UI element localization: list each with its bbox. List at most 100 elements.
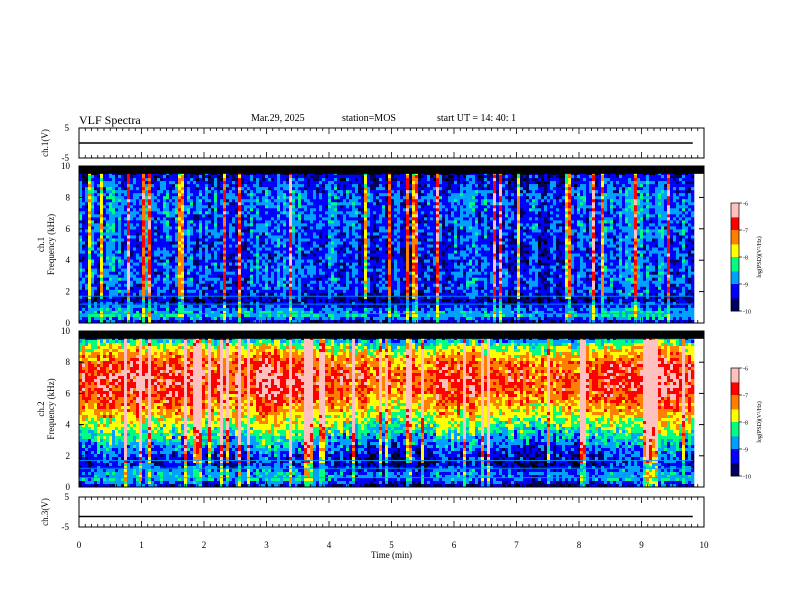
- ch1-spectrogram-cell: [151, 298, 155, 303]
- ch1-spectrogram-cell: [139, 301, 143, 306]
- ch1-spectrogram-cell: [343, 265, 347, 269]
- ch1-spectrogram-cell: [82, 292, 86, 297]
- ch1-spectrogram-cell: [103, 259, 107, 263]
- ch1-spectrogram-cell: [298, 214, 302, 218]
- ch1-spectrogram-cell: [262, 184, 266, 188]
- ch1-spectrogram-cell: [334, 301, 338, 306]
- ch1-spectrogram-cell: [193, 187, 197, 191]
- ch1-spectrogram-cell: [91, 271, 95, 275]
- ch1-spectrogram-cell: [136, 190, 140, 194]
- ch1-spectrogram-cell: [124, 235, 128, 239]
- ch1-spectrogram-cell: [106, 304, 110, 309]
- ch1-spectrogram-cell: [94, 178, 98, 182]
- ch1-spectrogram-cell: [229, 283, 233, 288]
- ch1-spectrogram-cell: [277, 226, 281, 230]
- ch1-spectrogram-cell: [292, 196, 296, 200]
- ch1-spectrogram-cell: [307, 292, 311, 297]
- ch1-spectrogram-cell: [262, 280, 266, 285]
- ch1-spectrogram-cell: [181, 238, 185, 242]
- ch1-spectrogram-cell: [229, 319, 233, 324]
- ch1-spectrogram-cell: [103, 193, 107, 197]
- ch1-spectrogram-cell: [181, 178, 185, 182]
- ch1-spectrogram-cell: [130, 235, 134, 239]
- ch1-spectrogram-cell: [136, 202, 140, 206]
- ch1-spectrogram-cell: [151, 244, 155, 248]
- ch1-spectrogram-cell: [202, 232, 206, 236]
- ch1-spectrogram-cell: [85, 190, 89, 194]
- ch1-spectrogram-cell: [175, 274, 179, 279]
- ch1-spectrogram-cell: [310, 181, 314, 185]
- ch1-spectrogram-cell: [91, 262, 95, 266]
- ch1-spectrogram-cell: [352, 190, 356, 194]
- ch1-spectrogram-cell: [187, 304, 191, 309]
- ch1-spectrogram-cell: [190, 256, 194, 260]
- ch1-spectrogram-cell: [292, 247, 296, 251]
- ch1-spectrogram-cell: [307, 229, 311, 233]
- ch1-spectrogram-cell: [217, 316, 221, 321]
- ch1-spectrogram-cell: [253, 286, 257, 291]
- ch1-spectrogram-cell: [79, 217, 83, 221]
- ch1-spectrogram-cell: [118, 196, 122, 200]
- ch1-spectrogram-cell: [163, 220, 167, 224]
- ch1-spectrogram-cell: [268, 283, 272, 288]
- ch1-spectrogram-cell: [292, 184, 296, 188]
- ch1-spectrogram-cell: [124, 307, 128, 312]
- ch1-spectrogram-cell: [256, 286, 260, 291]
- ch1-spectrogram-cell: [262, 226, 266, 230]
- ch1-spectrogram-cell: [187, 226, 191, 230]
- ch1-spectrogram-cell: [199, 298, 203, 303]
- ch1-spectrogram-cell: [91, 241, 95, 245]
- ch1-spectrogram-cell: [151, 199, 155, 203]
- ch1-spectrogram-cell: [358, 250, 362, 254]
- ch1-spectrogram-cell: [268, 244, 272, 248]
- ch1-spectrogram-cell: [130, 184, 134, 188]
- ch1-spectrogram-cell: [142, 295, 146, 300]
- ch1-spectrogram-cell: [148, 319, 152, 324]
- ch1-spectrogram-cell: [337, 292, 341, 297]
- ch1-spectrogram-cell: [352, 205, 356, 209]
- ch1-spectrogram-cell: [235, 286, 239, 291]
- ch1-spectrogram-cell: [130, 298, 134, 303]
- ch1-spectrogram-cell: [337, 184, 341, 188]
- ch1-spectrogram-cell: [190, 307, 194, 312]
- ch1-spectrogram-cell: [298, 301, 302, 306]
- ch1-spectrogram-cell: [139, 238, 143, 242]
- ch1-spectrogram-cell: [184, 238, 188, 242]
- ch1-spectrogram-cell: [187, 271, 191, 275]
- ch1-spectrogram-cell: [151, 217, 155, 221]
- ch1-spectrogram-cell: [298, 241, 302, 245]
- ch1-spectrogram-cell: [211, 202, 215, 206]
- ch1-spectrogram-cell: [112, 280, 116, 285]
- ch1-spectrogram-cell: [361, 319, 365, 324]
- ch1-spectrogram-cell: [211, 181, 215, 185]
- ch1-spectrogram-cell: [313, 187, 317, 191]
- ch1-spectrogram-cell: [295, 277, 299, 282]
- ch1-spectrogram-cell: [265, 220, 269, 224]
- ch1-spectrogram-cell: [139, 265, 143, 269]
- ch1-spectrogram-cell: [253, 232, 257, 236]
- ch1-spectrogram-cell: [181, 247, 185, 251]
- ch1-spectrogram-cell: [88, 247, 92, 251]
- ch1-spectrogram-cell: [115, 214, 119, 218]
- ch1-spectrogram-cell: [343, 268, 347, 272]
- ch1-spectrogram-cell: [364, 280, 368, 285]
- ch1-spectrogram-cell: [235, 241, 239, 245]
- ch1-spectrogram-cell: [187, 199, 191, 203]
- ch1-spectrogram-cell: [184, 205, 188, 209]
- ch1-spectrogram-cell: [232, 274, 236, 279]
- ch1-spectrogram-cell: [220, 298, 224, 303]
- ch1-spectrogram-cell: [343, 262, 347, 266]
- ch1-spectrogram-cell: [310, 208, 314, 212]
- ch1-spectrogram-cell: [202, 283, 206, 288]
- ch1-spectrogram-cell: [256, 283, 260, 288]
- ch1-spectrogram-cell: [196, 181, 200, 185]
- ch1-spectrogram-cell: [115, 274, 119, 279]
- ch1-spectrogram-cell: [223, 238, 227, 242]
- ch1-spectrogram-cell: [331, 262, 335, 266]
- ch1-spectrogram-cell: [112, 307, 116, 312]
- ch1-spectrogram-cell: [304, 280, 308, 285]
- ch1-spectrogram-cell: [94, 277, 98, 282]
- ch1-spectrogram-cell: [199, 238, 203, 242]
- ch1-spectrogram-cell: [289, 181, 293, 185]
- ch1-spectrogram-cell: [154, 319, 158, 324]
